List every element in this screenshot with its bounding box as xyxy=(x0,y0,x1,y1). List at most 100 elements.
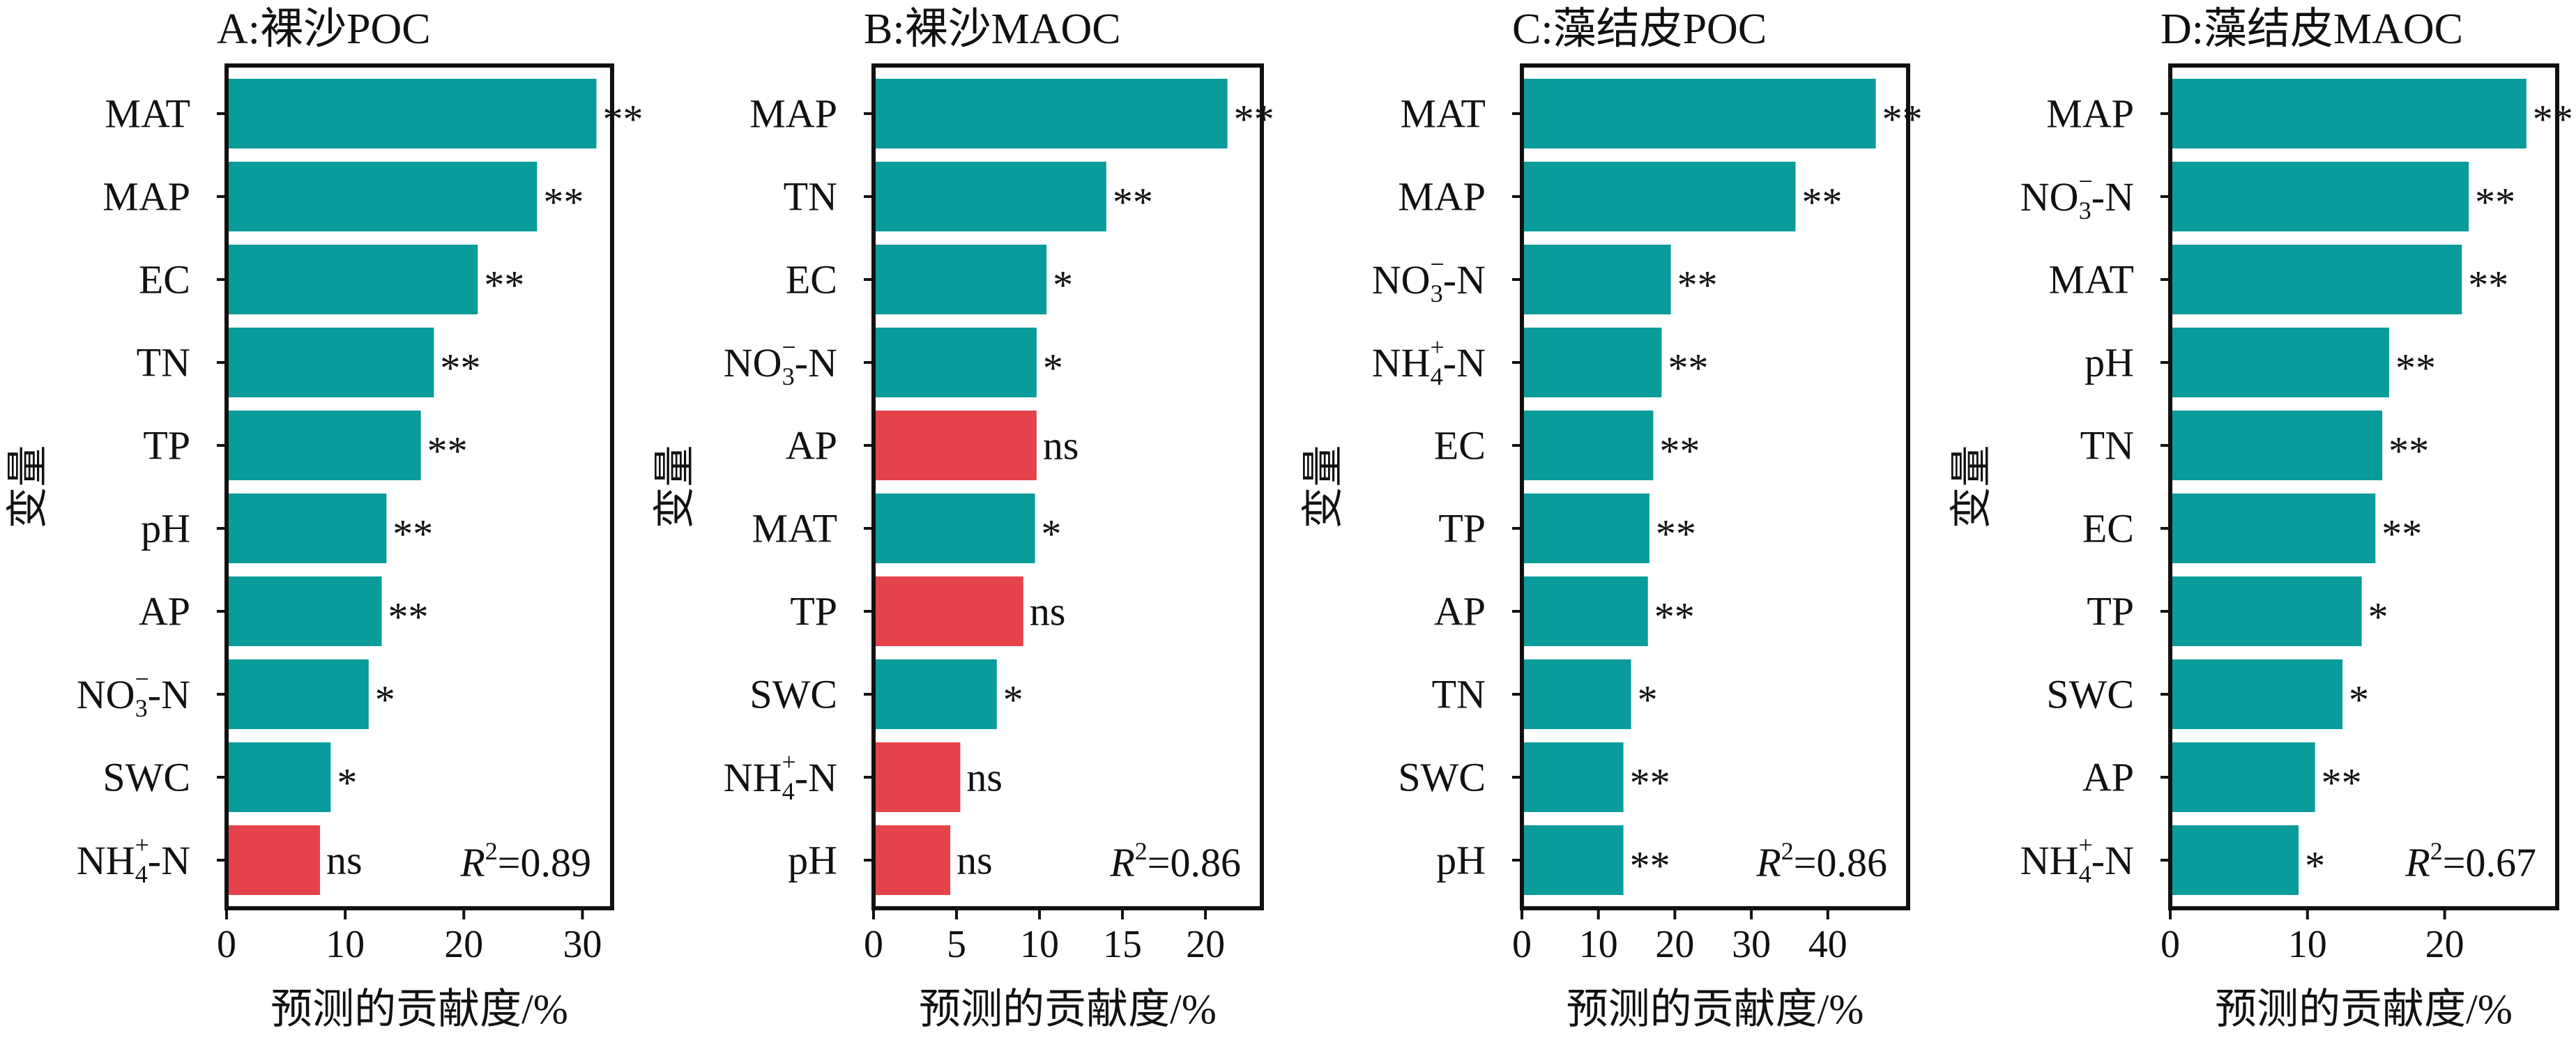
category-label: MAT xyxy=(105,91,190,137)
x-tick-label: 20 xyxy=(1655,923,1694,966)
bar-ph xyxy=(229,494,387,563)
category-label: TN xyxy=(1432,672,1486,717)
category-label: TN xyxy=(137,340,190,385)
significance-label: ** xyxy=(1113,180,1153,225)
significance-label: ** xyxy=(1234,97,1274,142)
bar-map xyxy=(2172,79,2527,148)
significance-label: * xyxy=(2368,595,2388,640)
significance-label: * xyxy=(337,760,357,806)
bar-ap xyxy=(229,576,382,646)
category-label: MAT xyxy=(2049,257,2134,303)
significance-label: ** xyxy=(602,97,643,142)
bar-mat xyxy=(2172,245,2462,314)
panel-b: ** MAP ** TN * EC * NO− 3-N ns AP * MAT ns TP * SWC ns NH+… xyxy=(652,6,1274,1032)
x-tick-label: 10 xyxy=(2288,923,2327,966)
x-axis-title: 预测的贡献度/% xyxy=(919,986,1217,1032)
category-label: MAP xyxy=(1398,174,1486,220)
category-label: TP xyxy=(1438,506,1486,551)
plot-frame xyxy=(871,63,1264,910)
x-tick-label: 10 xyxy=(1579,923,1618,966)
bar-map xyxy=(229,162,538,231)
significance-label: ** xyxy=(543,180,584,225)
y-axis-title: 变量 xyxy=(5,445,51,529)
bar-mat xyxy=(229,79,597,148)
bar-swc xyxy=(1524,742,1624,812)
bar-tp xyxy=(1524,494,1649,563)
significance-label: * xyxy=(2305,843,2325,889)
bar-ec xyxy=(2172,494,2376,563)
significance-label: * xyxy=(1638,678,1658,723)
bar-no3-n xyxy=(2172,162,2469,231)
bar-ph xyxy=(1524,825,1624,895)
significance-label: ** xyxy=(1659,429,1700,474)
x-tick-label: 5 xyxy=(947,923,966,966)
category-label: SWC xyxy=(102,755,190,800)
bar-swc xyxy=(2172,659,2343,729)
significance-label: * xyxy=(375,678,395,723)
bar-ap xyxy=(876,411,1037,480)
bar-swc xyxy=(229,742,331,812)
bar-nh4-n xyxy=(229,825,321,895)
plot-frame xyxy=(1520,63,1910,910)
x-axis-title: 预测的贡献度/% xyxy=(2215,986,2513,1032)
category-label: NH+ 4-N xyxy=(724,748,837,805)
category-label: NH+ 4-N xyxy=(1372,333,1486,390)
significance-label: ** xyxy=(1668,346,1708,391)
category-label: SWC xyxy=(749,672,837,717)
panel-title: D:藻结皮MAOC xyxy=(2160,6,2463,53)
significance-label: * xyxy=(1042,512,1062,557)
bar-ph xyxy=(2172,328,2389,397)
category-label: AP xyxy=(786,423,837,468)
bar-tp xyxy=(876,576,1023,646)
significance-label: ** xyxy=(484,263,524,308)
panel-title: C:藻结皮POC xyxy=(1512,6,1767,53)
significance-label: ** xyxy=(2533,97,2573,142)
bar-tn xyxy=(876,162,1106,231)
r-squared-label: R2=0.86 xyxy=(1755,837,1887,885)
bar-no3-n xyxy=(1524,245,1671,314)
significance-label: * xyxy=(1003,678,1023,723)
bar-no3-n xyxy=(229,659,369,729)
significance-label: ** xyxy=(1630,760,1670,806)
panel-c: ** MAT ** MAP ** NO− 3-N ** NH+ 4-N ** EC ** TP ** AP * T… xyxy=(1300,6,1923,1032)
bar-mat xyxy=(1524,79,1876,148)
significance-label: ** xyxy=(1656,512,1696,557)
x-tick-label: 30 xyxy=(563,923,602,966)
category-label: MAP xyxy=(749,91,837,137)
category-label: TP xyxy=(790,589,837,634)
category-label: TP xyxy=(143,423,190,468)
significance-label: ** xyxy=(1630,843,1670,889)
category-label: EC xyxy=(2082,506,2134,551)
significance-label: ** xyxy=(440,346,480,391)
category-label: TP xyxy=(2087,589,2134,634)
x-tick-label: 10 xyxy=(1020,923,1059,966)
significance-label: ** xyxy=(388,595,428,640)
significance-label: ns xyxy=(326,838,363,883)
bar-mat xyxy=(876,494,1035,563)
x-tick-label: 0 xyxy=(2160,923,2180,966)
bar-ph xyxy=(876,825,951,895)
bar-ec xyxy=(1524,411,1654,480)
significance-label: ns xyxy=(966,755,1003,800)
r-squared-label: R2=0.67 xyxy=(2404,837,2536,885)
significance-label: * xyxy=(1043,346,1063,391)
category-label: NO− 3-N xyxy=(2020,167,2134,224)
r-squared-label: R2=0.89 xyxy=(459,837,591,885)
x-tick-label: 0 xyxy=(1512,923,1532,966)
significance-label: ** xyxy=(393,512,433,557)
bar-nh4-n xyxy=(1524,328,1662,397)
panel-a: ** MAT ** MAP ** EC ** TN ** TP ** pH ** AP * NO− 3-N * SW… xyxy=(5,6,643,1032)
bar-tp xyxy=(229,411,421,480)
significance-label: ** xyxy=(1882,97,1923,142)
category-label: NH+ 4-N xyxy=(2020,831,2134,888)
bar-no3-n xyxy=(876,328,1037,397)
x-tick-label: 40 xyxy=(1808,923,1847,966)
significance-label: ** xyxy=(2395,346,2436,391)
significance-label: * xyxy=(2349,678,2369,723)
x-tick-label: 0 xyxy=(217,923,236,966)
category-label: pH xyxy=(1436,838,1486,883)
significance-label: ** xyxy=(1801,180,1842,225)
significance-label: * xyxy=(1053,263,1073,308)
category-label: pH xyxy=(2085,340,2134,385)
panel-title: B:裸沙MAOC xyxy=(864,6,1121,53)
